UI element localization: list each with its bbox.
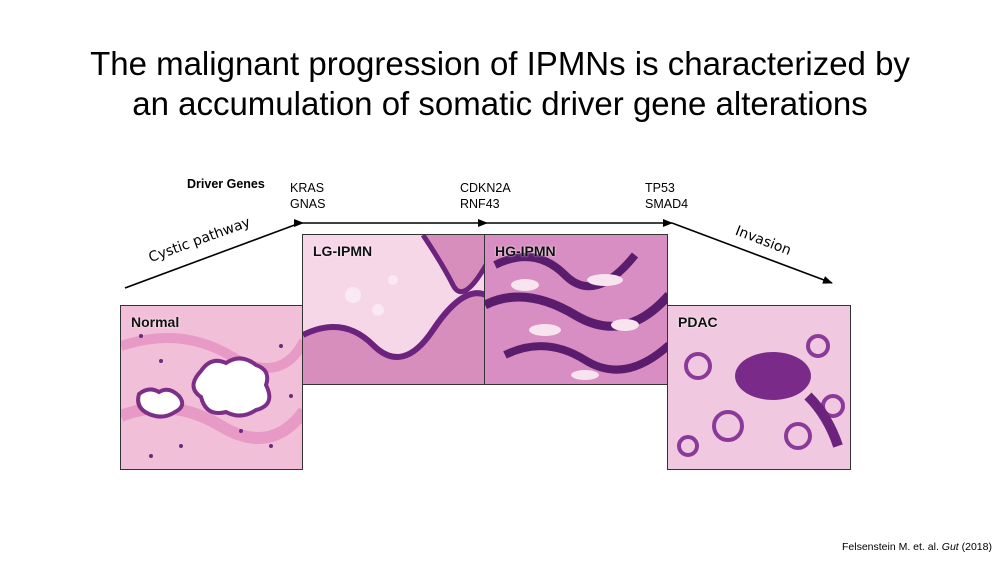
gene-cdkn2a: CDKN2A: [460, 181, 511, 195]
panel-normal: Normal: [120, 305, 303, 470]
label-lg-ipmn: LG-IPMN: [313, 243, 373, 259]
label-hg-ipmn: HG-IPMN: [495, 243, 556, 259]
gene-smad4: SMAD4: [645, 197, 689, 211]
gene-rnf43: RNF43: [460, 197, 500, 211]
invasion-arrow: [671, 222, 833, 284]
pdac-histology-image: [668, 306, 850, 469]
label-pdac: PDAC: [678, 314, 718, 330]
panel-hg-ipmn: HG-IPMN: [484, 234, 668, 385]
normal-histology-image: [121, 306, 302, 469]
gene-tp53: TP53: [645, 181, 675, 195]
gene-group-2: CDKN2A RNF43: [460, 180, 511, 212]
gene-group-1: KRAS GNAS: [290, 180, 325, 212]
gene-kras: KRAS: [290, 181, 325, 195]
panel-pdac: PDAC: [667, 305, 851, 470]
label-normal: Normal: [131, 314, 180, 330]
arrowhead-lg: [294, 219, 304, 227]
cystic-pathway-line: [124, 222, 301, 289]
title-line-1: The malignant progression of IPMNs is ch…: [90, 45, 910, 82]
citation-authors: Felsenstein M. et. al.: [841, 541, 942, 553]
hg-ipmn-histology-image: [485, 235, 667, 384]
gene-gnas: GNAS: [290, 197, 326, 211]
lg-ipmn-histology-image: [303, 235, 484, 384]
slide-title: The malignant progression of IPMNs is ch…: [0, 44, 1000, 124]
title-line-2: an accumulation of somatic driver gene a…: [132, 85, 868, 122]
driver-genes-label: Driver Genes: [187, 177, 265, 191]
citation: Felsenstein M. et. al. Gut (2018): [842, 541, 992, 553]
gene-group-3: TP53 SMAD4: [645, 180, 688, 212]
citation-journal: Gut: [941, 541, 959, 553]
citation-year: (2018): [958, 541, 992, 553]
